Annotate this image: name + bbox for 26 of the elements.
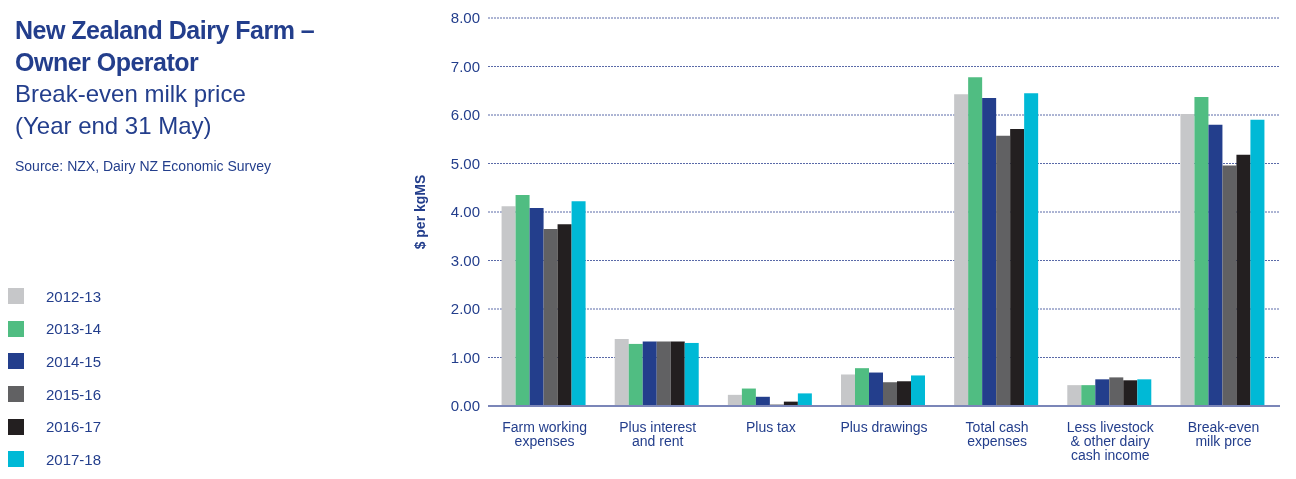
text: New Zealand Dairy Farm – Owner Operator — [15, 15, 316, 78]
x-tick-label: Break-even milk prce — [1187, 418, 1260, 449]
y-tick-label: 5.00 — [450, 154, 480, 172]
y-tick-label: 2.00 — [450, 300, 480, 318]
y-tick-label: 0.00 — [450, 397, 480, 415]
legend-label: 2013-14 — [46, 320, 102, 338]
legend-label: 2014-15 — [46, 352, 102, 370]
x-tick-label: Total cash expenses — [965, 418, 1029, 449]
x-tick-label: Plus interest and rent — [619, 418, 697, 449]
x-tick-label: Farm working expenses — [502, 418, 587, 449]
y-axis-title: $ per kgMS — [411, 174, 428, 250]
source-note: Source: NZX, Dairy NZ Economic Survey — [15, 158, 272, 174]
y-tick-label: 3.00 — [450, 251, 480, 269]
y-tick-label: 6.00 — [450, 106, 480, 124]
legend-label: 2012-13 — [46, 287, 102, 305]
legend-label: 2016-17 — [46, 418, 102, 436]
x-tick-label: Plus drawings — [840, 418, 928, 435]
y-tick-label: 4.00 — [450, 203, 480, 221]
x-tick-label: Less livestock & other dairy cash income — [1066, 418, 1155, 463]
legend-label: 2017-18 — [46, 450, 102, 468]
legend-label: 2015-16 — [46, 385, 102, 403]
x-tick-label: Plus tax — [745, 418, 796, 435]
y-tick-label: 1.00 — [450, 348, 480, 366]
y-tick-label: 8.00 — [450, 9, 480, 27]
y-tick-label: 7.00 — [450, 57, 480, 75]
text: Break-even milk price (Year end 31 May) — [15, 79, 247, 141]
